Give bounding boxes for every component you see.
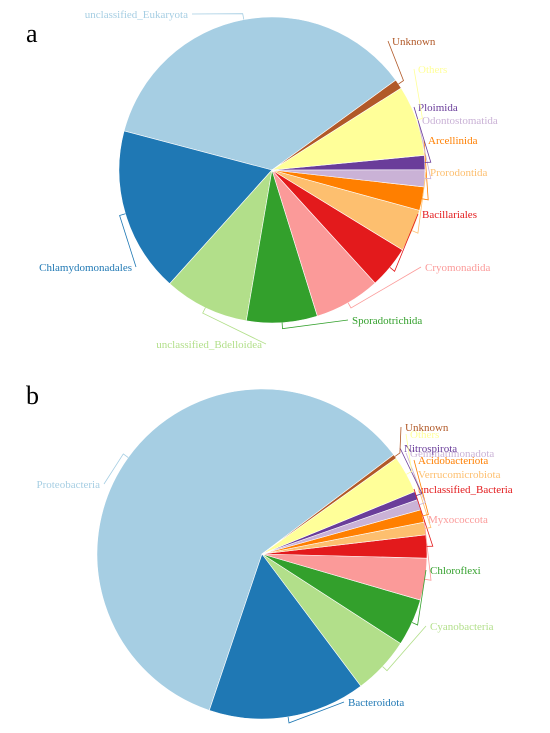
leader-line-others (413, 68, 423, 121)
pie-slice-bacteroidota (208, 553, 362, 720)
slice-label-unclassified-bacteria: unclassified_Bacteria (418, 484, 513, 496)
slices (96, 388, 428, 720)
leader-line-unknown (394, 426, 402, 457)
leader-line-others (405, 433, 413, 475)
pie-chart-a: a unclassified_Eukaryota Chlamydomonadale… (26, 9, 498, 351)
slice-label-verrucomicrobiota: Verrucomicrobiota (418, 469, 501, 481)
leader-line-chloroflexi (411, 569, 427, 626)
leader-line-prorodontida (412, 171, 427, 234)
slice-label-myxococcota: Myxococcota (428, 514, 488, 526)
leader-line-unknown (387, 40, 404, 85)
leader-line-bacillariales (389, 213, 419, 272)
slice-label-unknown: Unknown (405, 422, 449, 434)
slice-label-sporadotrichida: Sporadotrichida (352, 315, 422, 327)
leader-line-ploimida (413, 106, 432, 163)
slice-label-gemmatimonadota: Gemmatimonadota (410, 448, 494, 460)
leader-line-acidobacteriota (413, 459, 429, 517)
leader-line-proteobacteria (103, 453, 129, 485)
leader-line-unclassified-bdelloidea (202, 307, 267, 345)
labels: unclassified_Eukaryota Chlamydomonadales u… (39, 9, 498, 351)
leader-line-chlamydomonadales (119, 213, 137, 268)
leader-line-sporadotrichida (281, 319, 349, 330)
pie-chart-b: b Proteobacteria Bacteroidota Cyanobacteri… (26, 381, 513, 724)
leader-line-bacteroidota (287, 701, 345, 724)
slice-label-cyanobacteria: Cyanobacteria (430, 621, 494, 633)
labels: Proteobacteria Bacteroidota Cyanobacteria C… (36, 422, 513, 724)
slice-label-others: Others (418, 64, 447, 76)
slice-label-prorodontida: Prorodontida (430, 167, 488, 179)
leader-line-verrucomicrobiota (413, 473, 432, 529)
leader-line-cryomonadida (347, 266, 422, 309)
slice-label-arcellinida: Arcellinida (428, 135, 478, 147)
leader-line-unclassified-bacteria (413, 488, 434, 547)
slices (118, 16, 426, 324)
slice-label-nitrospirota: Nitrospirota (404, 443, 457, 455)
leader-line-myxococcota (423, 518, 432, 581)
leader-line-cyanobacteria (382, 625, 427, 672)
slice-label-cryomonadida: Cryomonadida (425, 262, 490, 274)
slice-label-proteobacteria: Proteobacteria (36, 479, 100, 491)
panel-letter: b (26, 381, 39, 410)
slice-label-ploimida: Ploimida (418, 102, 458, 114)
leader-line-gemmatimonadota (405, 452, 426, 505)
slice-label-unknown: Unknown (392, 36, 436, 48)
slice-label-others: Others (410, 429, 439, 441)
slice-label-acidobacteriota: Acidobacteriota (418, 455, 488, 467)
panel-letter: a (26, 19, 38, 48)
slice-label-unclassified-eukaryota: unclassified_Eukaryota (85, 9, 188, 21)
slice-label-chloroflexi: Chloroflexi (430, 565, 481, 577)
slice-label-unclassified-bdelloidea: unclassified_Bdelloidea (156, 339, 262, 351)
pie-slice-chlamydomonadales (118, 130, 273, 285)
slice-label-odontostomatida: Odontostomatida (422, 115, 498, 127)
pie-slice-unclassified-bdelloidea (169, 169, 273, 322)
leader-line-arcellinida (422, 139, 429, 201)
slice-label-bacteroidota: Bacteroidota (348, 697, 404, 709)
leader-line-unclassified-eukaryota (191, 13, 245, 20)
slice-label-bacillariales: Bacillariales (422, 209, 477, 221)
slice-label-chlamydomonadales: Chlamydomonadales (39, 262, 132, 274)
leader-line-nitrospirota (399, 447, 423, 496)
leader-line-odontostomatida (417, 119, 432, 180)
pie-slice-unclassified-eukaryota (123, 16, 397, 171)
